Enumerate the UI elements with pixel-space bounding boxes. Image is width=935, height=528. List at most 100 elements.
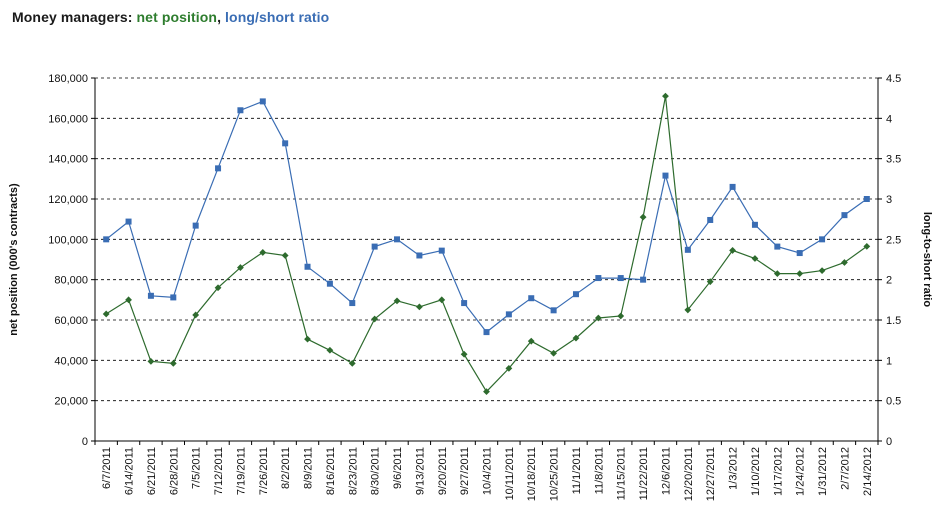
net-position-data-point <box>505 365 513 372</box>
x-tick-label: 9/27/2011 <box>459 447 471 495</box>
y-left-tick-label: 120,000 <box>48 194 88 206</box>
net-position-series-line <box>105 96 868 393</box>
net-position-data-point <box>818 267 826 274</box>
net-position-data-point <box>572 334 580 342</box>
ratio-data-point <box>394 236 401 243</box>
x-tick-label: 2/14/2012 <box>862 447 874 496</box>
ratio-data-point <box>326 280 333 287</box>
y-left-axis-label: net position (000's contracts) <box>8 183 20 336</box>
x-tick-label: 1/24/2012 <box>795 447 807 496</box>
ratio-data-point <box>349 300 356 307</box>
net-position-data-point <box>102 310 110 318</box>
y-right-tick-label: 2.5 <box>886 234 901 246</box>
x-tick-label: 9/6/2011 <box>392 447 404 489</box>
y-right-tick-label: 3.5 <box>886 154 901 166</box>
net-position-data-point <box>460 350 468 358</box>
ratio-data-point <box>147 292 154 299</box>
ratio-data-point <box>617 275 624 282</box>
net-position-data-point <box>169 359 177 367</box>
ratio-data-point <box>416 252 423 259</box>
net-position-data-point <box>237 264 244 271</box>
y-right-tick-label: 0 <box>886 436 892 448</box>
net-position-data-point <box>796 270 804 278</box>
ratio-data-point <box>550 307 557 314</box>
ratio-data-point <box>662 172 669 179</box>
net-position-data-point <box>729 247 736 254</box>
net-position-data-point <box>594 314 602 322</box>
x-tick-label: 1/10/2012 <box>750 447 762 496</box>
ratio-data-point <box>729 183 736 190</box>
ratio-data-point <box>595 275 602 282</box>
ratio-data-point <box>371 243 378 250</box>
x-tick-label: 7/19/2011 <box>235 447 247 495</box>
net-position-data-point <box>841 259 848 266</box>
ratio-data-point <box>170 294 177 301</box>
x-tick-label: 10/18/2011 <box>526 447 538 501</box>
y-left-tick-label: 160,000 <box>48 113 88 125</box>
net-position-data-point <box>393 297 401 305</box>
net-position-data-point <box>304 335 311 343</box>
y-right-tick-label: 4.5 <box>886 73 901 85</box>
ratio-data-point <box>572 291 579 298</box>
ratio-data-point <box>461 300 468 307</box>
net-position-data-point <box>684 306 692 314</box>
net-position-data-point <box>773 270 781 278</box>
x-tick-label: 7/12/2011 <box>213 447 225 495</box>
ratio-data-point <box>259 98 266 105</box>
ratio-data-point <box>841 212 848 219</box>
ratio-data-point <box>125 218 132 225</box>
y-left-tick-label: 60,000 <box>54 315 88 327</box>
x-tick-label: 12/27/2011 <box>705 447 717 501</box>
x-tick-label: 11/8/2011 <box>593 447 605 494</box>
net-position-data-point <box>281 252 289 259</box>
x-tick-label: 6/28/2011 <box>168 447 180 495</box>
net-position-data-point <box>639 213 647 221</box>
y-right-tick-label: 4 <box>886 113 892 125</box>
ratio-data-point <box>192 222 199 229</box>
x-tick-label: 11/1/2011 <box>571 447 583 494</box>
x-tick-label: 1/17/2012 <box>772 447 784 496</box>
ratio-data-point <box>774 243 781 250</box>
y-left-tick-label: 0 <box>82 436 88 448</box>
x-tick-label: 8/16/2011 <box>325 447 337 495</box>
x-tick-label: 10/11/2011 <box>504 447 516 500</box>
x-tick-label: 7/5/2011 <box>191 447 203 489</box>
y-right-tick-label: 1.5 <box>886 315 901 327</box>
x-tick-label: 9/20/2011 <box>437 447 449 495</box>
tick-labels: 0 20,000 40,000 60,000 80,000 100,000 120,000 1… <box>8 73 933 501</box>
net-position-data-point <box>415 303 423 311</box>
net-position-data-point <box>483 388 490 395</box>
x-tick-label: 6/7/2011 <box>101 447 113 489</box>
chart-title: Money managers: net position, long/short… <box>12 9 329 25</box>
y-left-tick-label: 80,000 <box>54 275 88 287</box>
x-tick-label: 8/23/2011 <box>347 447 359 495</box>
x-tick-label: 8/2/2011 <box>280 447 292 489</box>
x-tick-label: 8/9/2011 <box>303 447 315 489</box>
ratio-series-line <box>105 100 868 333</box>
net-position-data-point <box>192 311 200 319</box>
y-right-axis-label: long-to-short ratio <box>921 212 933 308</box>
x-tick-label: 1/31/2012 <box>817 447 829 496</box>
x-tick-label: 1/3/2012 <box>728 447 740 490</box>
y-left-tick-label: 40,000 <box>54 355 88 367</box>
x-tick-label: 10/25/2011 <box>549 447 561 501</box>
ratio-data-point <box>438 247 445 254</box>
net-position-data-point <box>348 359 356 367</box>
net-position-data-point <box>706 278 714 286</box>
ratio-data-point <box>483 329 490 336</box>
y-right-tick-label: 0.5 <box>886 396 901 408</box>
ratio-data-point <box>282 140 289 147</box>
ratio-data-point <box>819 236 826 243</box>
net-position-data-point <box>527 337 535 345</box>
net-position-data-point <box>438 296 446 304</box>
y-left-tick-label: 20,000 <box>54 396 88 408</box>
net-position-data-point <box>617 312 625 320</box>
net-position-data-point <box>326 346 334 354</box>
ratio-data-point <box>684 246 691 253</box>
x-tick-label: 8/30/2011 <box>370 447 382 495</box>
net-position-data-point <box>662 92 669 100</box>
ratio-data-point <box>863 196 870 202</box>
x-tick-label: 11/15/2011 <box>616 447 628 500</box>
y-left-tick-label: 140,000 <box>48 154 88 166</box>
